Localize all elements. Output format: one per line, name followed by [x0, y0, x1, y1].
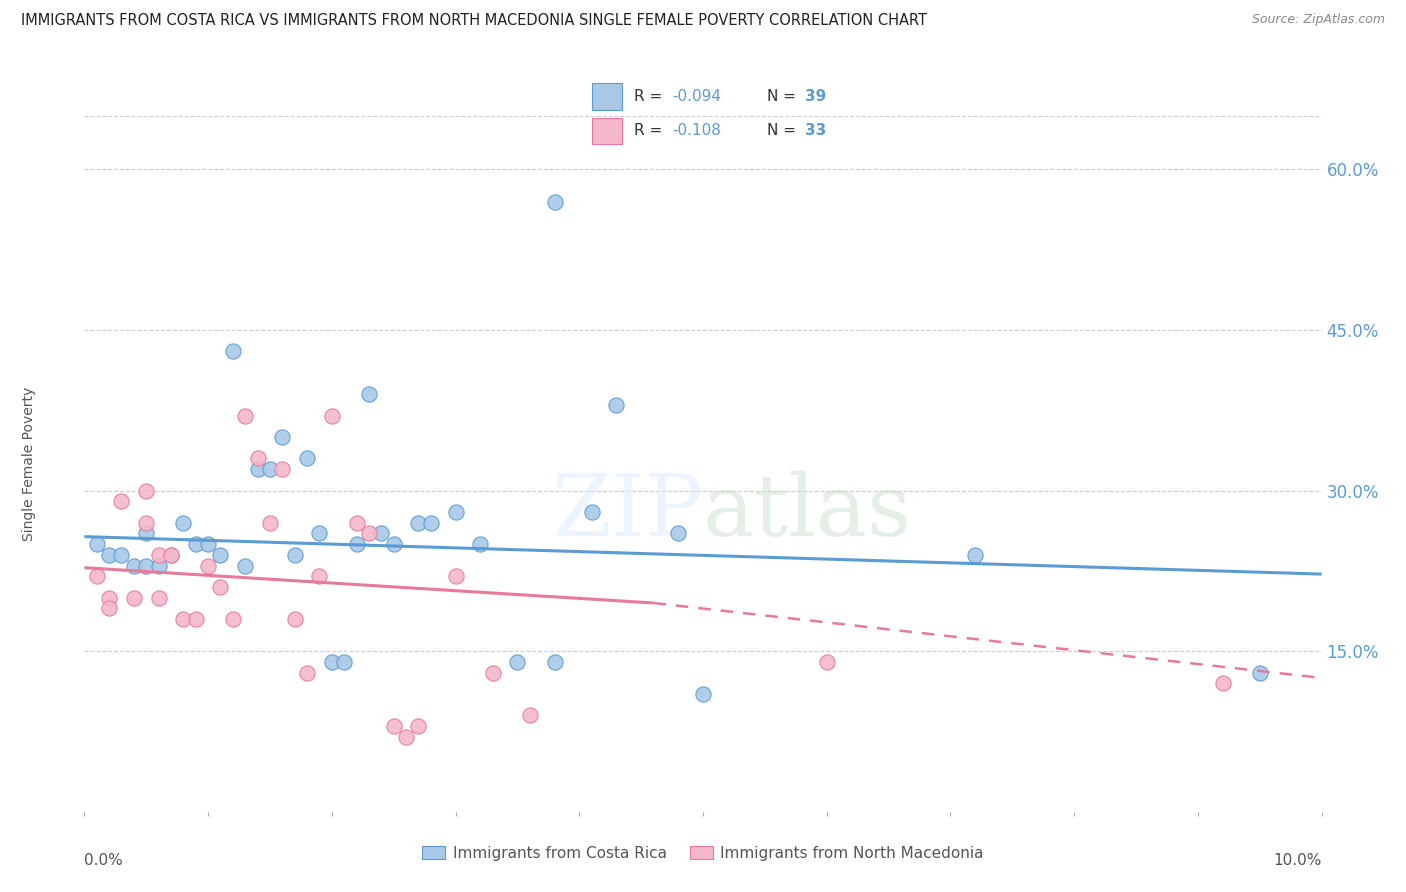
Point — [98, 548, 121, 562]
Text: N =: N = — [766, 89, 800, 103]
Point — [543, 655, 565, 669]
Point — [308, 526, 330, 541]
Point — [172, 516, 194, 530]
Point — [197, 558, 219, 573]
Point — [233, 409, 256, 423]
Point — [965, 548, 987, 562]
Point — [259, 516, 281, 530]
Point — [184, 537, 207, 551]
Point — [110, 494, 132, 508]
Bar — [592, 84, 621, 110]
Point — [395, 730, 418, 744]
Point — [519, 708, 541, 723]
Point — [160, 548, 183, 562]
Point — [346, 537, 368, 551]
Text: N =: N = — [766, 123, 800, 138]
Point — [86, 537, 108, 551]
Point — [135, 483, 157, 498]
Point — [122, 591, 145, 605]
Text: atlas: atlas — [703, 471, 912, 554]
Text: Single Female Poverty: Single Female Poverty — [21, 387, 35, 541]
Point — [481, 665, 503, 680]
Point — [295, 665, 318, 680]
Text: 0.0%: 0.0% — [84, 854, 124, 869]
Point — [357, 526, 380, 541]
Point — [444, 505, 467, 519]
Bar — [592, 118, 621, 144]
Point — [148, 558, 170, 573]
Point — [135, 516, 157, 530]
Point — [295, 451, 318, 466]
Point — [321, 655, 343, 669]
Point — [284, 612, 307, 626]
Point — [815, 655, 838, 669]
Point — [692, 687, 714, 701]
Point — [419, 516, 441, 530]
Point — [666, 526, 689, 541]
Point — [271, 462, 294, 476]
Point — [444, 569, 467, 583]
Point — [246, 451, 269, 466]
Point — [506, 655, 529, 669]
Text: 33: 33 — [804, 123, 827, 138]
Point — [122, 558, 145, 573]
Point — [581, 505, 603, 519]
Text: 10.0%: 10.0% — [1274, 854, 1322, 869]
Point — [321, 409, 343, 423]
Point — [135, 558, 157, 573]
Point — [382, 719, 405, 733]
Point — [308, 569, 330, 583]
Point — [370, 526, 392, 541]
Point — [209, 580, 232, 594]
Point — [543, 194, 565, 209]
Text: 39: 39 — [804, 89, 827, 103]
Point — [222, 344, 245, 359]
Point — [1249, 665, 1271, 680]
Point — [408, 719, 430, 733]
Point — [246, 462, 269, 476]
Point — [271, 430, 294, 444]
Text: R =: R = — [634, 89, 666, 103]
Point — [470, 537, 492, 551]
Point — [98, 591, 121, 605]
Text: Source: ZipAtlas.com: Source: ZipAtlas.com — [1251, 13, 1385, 27]
Point — [346, 516, 368, 530]
Point — [1212, 676, 1234, 690]
Point — [98, 601, 121, 615]
Point — [197, 537, 219, 551]
Point — [222, 612, 245, 626]
Text: IMMIGRANTS FROM COSTA RICA VS IMMIGRANTS FROM NORTH MACEDONIA SINGLE FEMALE POVE: IMMIGRANTS FROM COSTA RICA VS IMMIGRANTS… — [21, 13, 927, 29]
Point — [382, 537, 405, 551]
Point — [184, 612, 207, 626]
Point — [160, 548, 183, 562]
Point — [172, 612, 194, 626]
Text: -0.094: -0.094 — [672, 89, 721, 103]
Text: -0.108: -0.108 — [672, 123, 721, 138]
Point — [148, 548, 170, 562]
Point — [86, 569, 108, 583]
Text: ZIP: ZIP — [551, 471, 703, 554]
Point — [408, 516, 430, 530]
Point — [233, 558, 256, 573]
Point — [284, 548, 307, 562]
Point — [333, 655, 356, 669]
Point — [357, 387, 380, 401]
Point — [135, 526, 157, 541]
Text: R =: R = — [634, 123, 666, 138]
Point — [605, 398, 627, 412]
Point — [148, 591, 170, 605]
Point — [209, 548, 232, 562]
Legend: Immigrants from Costa Rica, Immigrants from North Macedonia: Immigrants from Costa Rica, Immigrants f… — [416, 839, 990, 867]
Point — [110, 548, 132, 562]
Point — [259, 462, 281, 476]
